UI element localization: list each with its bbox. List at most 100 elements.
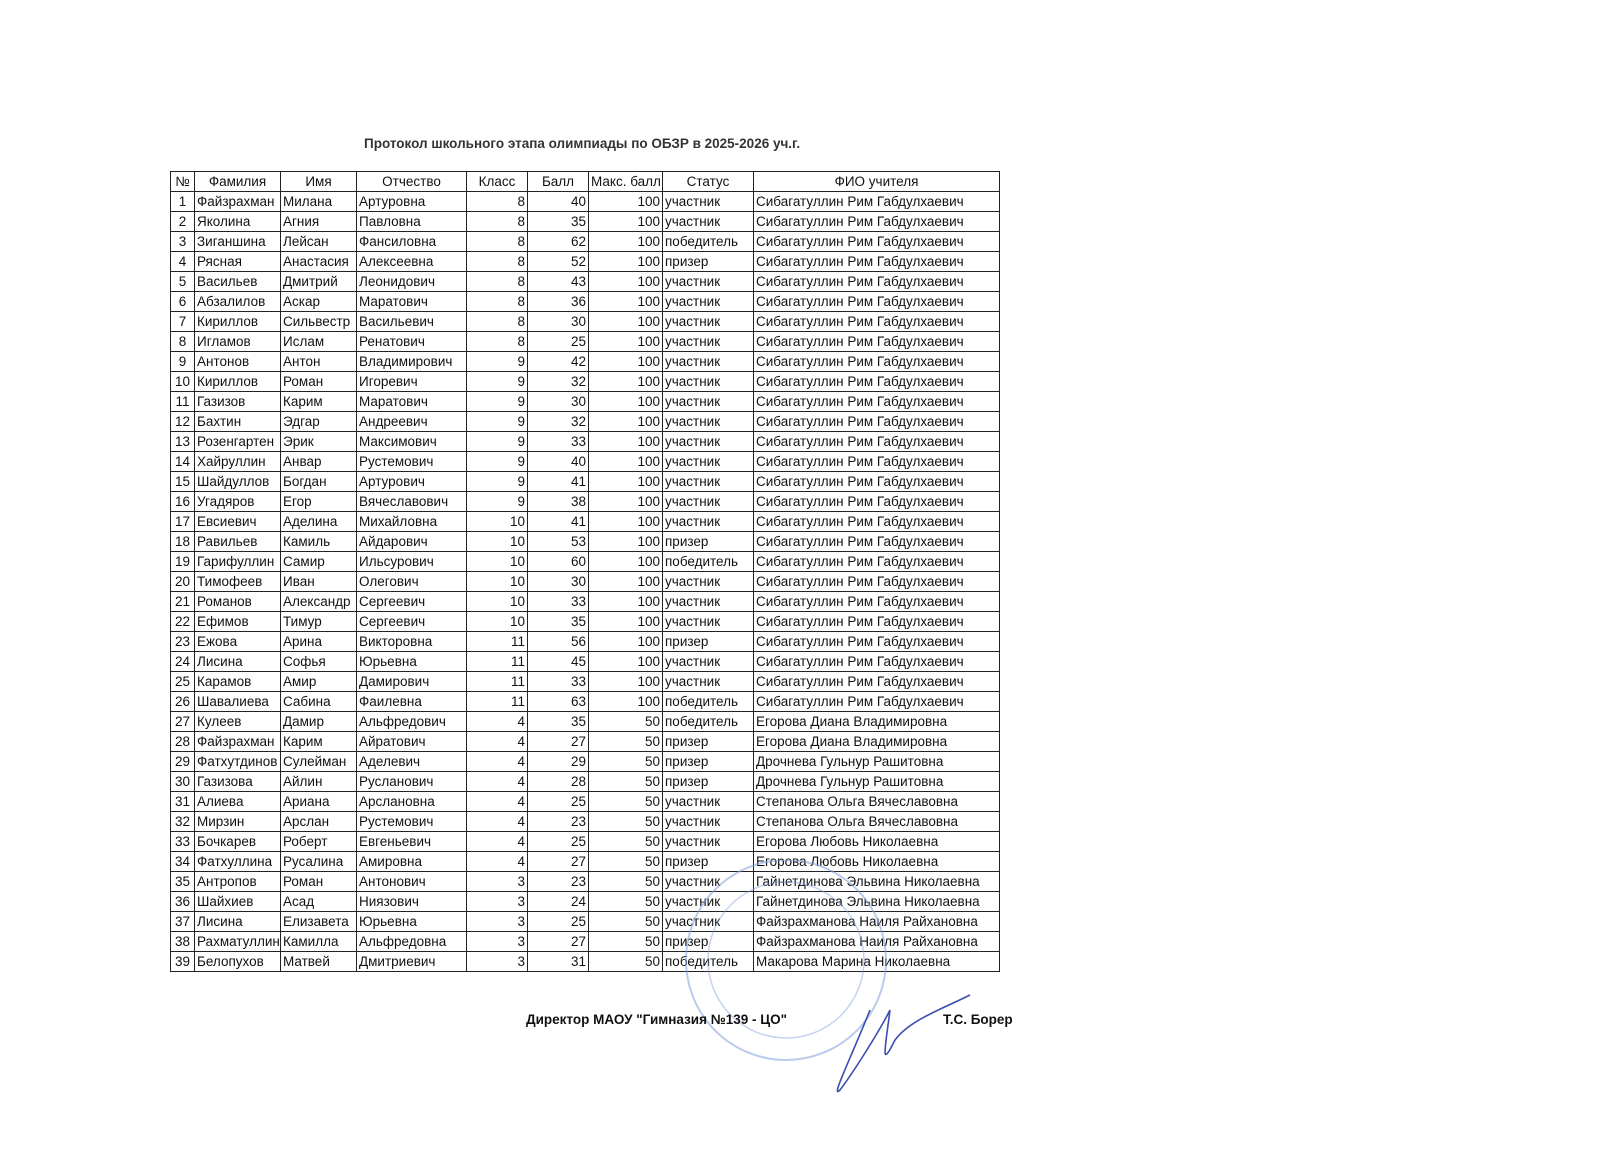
table-row: 7 Кириллов Сильвестр Васильевич 8 30 100 участн… <box>170 311 1000 332</box>
table-cell: 56 <box>527 631 589 652</box>
table-row: 30 Газизова Айлин Русланович 4 28 50 призер Дроч… <box>170 771 1000 792</box>
director-position: Директор МАОУ "Гимназия №139 - ЦО" <box>526 1012 788 1027</box>
stamp-and-signature <box>685 860 971 1093</box>
table-cell: 30 <box>527 571 589 592</box>
table-cell: 4 <box>466 771 528 792</box>
table-cell: участник <box>662 651 754 672</box>
table-cell: Максимович <box>356 431 467 452</box>
table-cell: 100 <box>588 191 663 212</box>
table-cell: 32 <box>170 811 195 832</box>
table-cell: Сергеевич <box>356 611 467 632</box>
table-cell: 100 <box>588 511 663 532</box>
table-cell: Файзрахман <box>194 191 281 212</box>
table-cell: 100 <box>588 331 663 352</box>
table-cell: Антропов <box>194 871 281 892</box>
table-cell: 9 <box>466 391 528 412</box>
table-cell: победитель <box>662 551 754 572</box>
table-cell: Егорова Любовь Николаевна <box>753 851 1000 872</box>
table-cell: 27 <box>527 731 589 752</box>
table-cell: Сибагатуллин Рим Габдулхаевич <box>753 351 1000 372</box>
table-row: 37 Лисина Елизавета Юрьевна 3 25 50 участник Фай… <box>170 911 1000 932</box>
table-cell: Аделевич <box>356 751 467 772</box>
table-cell: Степанова Ольга Вячеславовна <box>753 791 1000 812</box>
table-cell: 27 <box>170 711 195 732</box>
table-row: 15 Шайдуллов Богдан Артурович 9 41 100 участник… <box>170 471 1000 492</box>
table-cell: 50 <box>588 811 663 832</box>
table-cell: 2 <box>170 211 195 232</box>
table-cell: Сибагатуллин Рим Габдулхаевич <box>753 331 1000 352</box>
table-cell: Алексеевна <box>356 251 467 272</box>
table-cell: Фатхуллина <box>194 851 281 872</box>
table-cell: 3 <box>466 871 528 892</box>
table-cell: 11 <box>466 651 528 672</box>
table-cell: Степанова Ольга Вячеславовна <box>753 811 1000 832</box>
table-cell: Романов <box>194 591 281 612</box>
table-cell: Макарова Марина Николаевна <box>753 951 1000 972</box>
table-cell: Егорова Диана Владимировна <box>753 731 1000 752</box>
table-cell: Анастасия <box>280 251 357 272</box>
table-cell: Бахтин <box>194 411 281 432</box>
table-cell: 36 <box>527 291 589 312</box>
table-cell: 32 <box>527 371 589 392</box>
table-cell: Васильев <box>194 271 281 292</box>
table-cell: 35 <box>527 711 589 732</box>
table-cell: 30 <box>170 771 195 792</box>
table-row: 23 Ежова Арина Викторовна 11 56 100 призер Сибаг… <box>170 631 1000 652</box>
table-cell: 11 <box>466 671 528 692</box>
table-cell: участник <box>662 611 754 632</box>
table-cell: 4 <box>466 811 528 832</box>
header-cell: Статус <box>662 171 754 192</box>
results-table: № Фамилия Имя Отчество Класс Балл Макс. балл Ст… <box>170 171 1000 972</box>
table-cell: Милана <box>280 191 357 212</box>
table-cell: 33 <box>527 671 589 692</box>
table-cell: 32 <box>527 411 589 432</box>
table-cell: Арина <box>280 631 357 652</box>
table-cell: Эрик <box>280 431 357 452</box>
table-cell: 11 <box>170 391 195 412</box>
table-cell: 25 <box>527 911 589 932</box>
table-cell: Рустемович <box>356 811 467 832</box>
table-cell: Угадяров <box>194 491 281 512</box>
table-cell: 34 <box>170 851 195 872</box>
table-cell: Антон <box>280 351 357 372</box>
table-cell: 21 <box>170 591 195 612</box>
table-cell: Лисина <box>194 911 281 932</box>
table-cell: Роман <box>280 371 357 392</box>
table-body: 1 Файзрахман Милана Артуровна 8 40 100 участник… <box>170 191 1000 972</box>
table-cell: Евсиевич <box>194 511 281 532</box>
table-cell: 9 <box>466 431 528 452</box>
table-cell: Аскар <box>280 291 357 312</box>
table-row: 19 Гарифуллин Самир Ильсурович 10 60 100 победи… <box>170 551 1000 572</box>
table-cell: 22 <box>170 611 195 632</box>
table-cell: Камилла <box>280 931 357 952</box>
table-cell: 27 <box>527 931 589 952</box>
table-cell: Газизов <box>194 391 281 412</box>
table-cell: Владимирович <box>356 351 467 372</box>
table-row: 36 Шайхиев Асад Ниязович 3 24 50 участник Гайнет… <box>170 891 1000 912</box>
table-cell: призер <box>662 531 754 552</box>
table-cell: 19 <box>170 551 195 572</box>
table-cell: участник <box>662 331 754 352</box>
table-cell: 8 <box>466 331 528 352</box>
table-cell: Шавалиева <box>194 691 281 712</box>
table-cell: Ежова <box>194 631 281 652</box>
table-cell: 10 <box>466 551 528 572</box>
table-cell: 20 <box>170 571 195 592</box>
table-cell: 23 <box>527 871 589 892</box>
table-cell: Сибагатуллин Рим Габдулхаевич <box>753 291 1000 312</box>
table-row: 2 Яколина Агния Павловна 8 35 100 участник Сибаг… <box>170 211 1000 232</box>
table-cell: Русланович <box>356 771 467 792</box>
table-cell: Белопухов <box>194 951 281 972</box>
header-row: № Фамилия Имя Отчество Класс Балл Макс. балл Ст… <box>170 171 1000 192</box>
table-cell: 27 <box>527 851 589 872</box>
table-cell: Тимур <box>280 611 357 632</box>
table-cell: участник <box>662 311 754 332</box>
table-row: 16 Угадяров Егор Вячеславович 9 38 100 участник… <box>170 491 1000 512</box>
table-cell: 45 <box>527 651 589 672</box>
table-cell: победитель <box>662 691 754 712</box>
table-cell: 3 <box>466 911 528 932</box>
table-cell: участник <box>662 491 754 512</box>
table-cell: Александр <box>280 591 357 612</box>
table-cell: Софья <box>280 651 357 672</box>
table-row: 32 Мирзин Арслан Рустемович 4 23 50 участник Сте… <box>170 811 1000 832</box>
